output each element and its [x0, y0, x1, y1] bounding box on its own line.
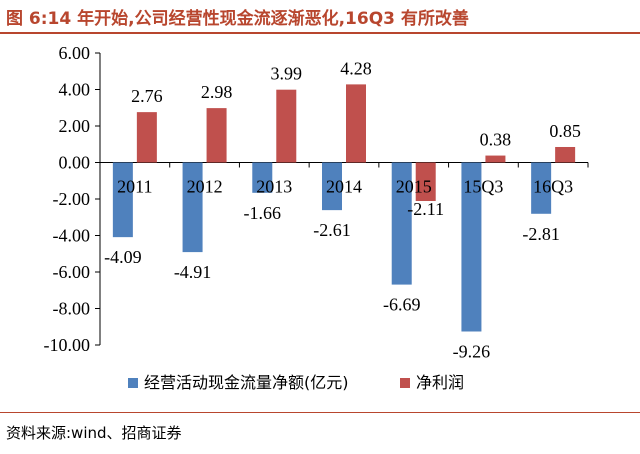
- y-tick-label: -8.00: [53, 299, 91, 319]
- category-label: 16Q3: [533, 177, 573, 197]
- legend-label-cashflow: 经营活动现金流量净额(亿元): [144, 373, 349, 392]
- category-label: 2014: [326, 177, 362, 197]
- legend-label-net-profit: 净利润: [416, 373, 464, 392]
- cashflow-value-label: -9.26: [453, 341, 491, 361]
- net-profit-value-label: 2.98: [201, 82, 233, 102]
- category-label: 2013: [256, 177, 292, 197]
- legend-swatch-cashflow: [128, 378, 138, 388]
- cashflow-value-label: -4.09: [104, 247, 142, 267]
- footer-divider: [0, 412, 640, 413]
- category-label: 15Q3: [463, 177, 503, 197]
- title-underline: [0, 32, 640, 34]
- net-profit-value-label: 2.76: [131, 86, 163, 106]
- net-profit-bar: [206, 108, 227, 163]
- cashflow-bar: [391, 162, 412, 285]
- net-profit-bar: [485, 155, 506, 163]
- cashflow-value-label: -2.61: [313, 220, 351, 240]
- y-tick-label: 2.00: [59, 116, 91, 136]
- y-tick-label: -2.00: [53, 189, 91, 209]
- category-label: 2011: [117, 177, 152, 197]
- net-profit-value-label: -2.11: [407, 199, 444, 219]
- y-tick-label: 6.00: [59, 43, 91, 63]
- net-profit-value-label: 4.28: [340, 58, 372, 78]
- cashflow-bar: [112, 162, 133, 238]
- category-label: 2015: [396, 177, 432, 197]
- cashflow-value-label: -6.69: [383, 295, 421, 315]
- net-profit-bar: [136, 112, 157, 163]
- net-profit-bar: [555, 146, 576, 163]
- category-label: 2012: [187, 177, 223, 197]
- y-tick-label: 0.00: [59, 153, 91, 173]
- legend-swatch-net-profit: [400, 378, 410, 388]
- net-profit-bar: [415, 162, 436, 202]
- chart-title: 图 6:14 年开始,公司经营性现金流逐渐恶化,16Q3 有所改善: [6, 9, 469, 29]
- cashflow-bar: [252, 162, 273, 193]
- cashflow-value-label: -4.91: [174, 262, 212, 282]
- cashflow-bar: [461, 162, 482, 332]
- cashflow-bar: [322, 162, 342, 211]
- cashflow-bar: [531, 162, 552, 214]
- source-note: 资料来源:wind、招商证券: [6, 424, 182, 442]
- y-tick-label: -10.00: [44, 335, 91, 355]
- net-profit-bar: [276, 89, 297, 163]
- net-profit-value-label: 0.38: [480, 130, 512, 150]
- y-tick-label: -4.00: [53, 226, 91, 246]
- net-profit-value-label: 3.99: [271, 64, 303, 84]
- cashflow-bar: [182, 162, 203, 253]
- cashflow-value-label: -1.66: [244, 203, 282, 223]
- y-tick-label: 4.00: [59, 80, 91, 100]
- net-profit-value-label: 0.85: [549, 121, 581, 141]
- cashflow-value-label: -2.81: [522, 224, 560, 244]
- net-profit-bar: [346, 84, 366, 163]
- y-tick-label: -6.00: [53, 262, 91, 282]
